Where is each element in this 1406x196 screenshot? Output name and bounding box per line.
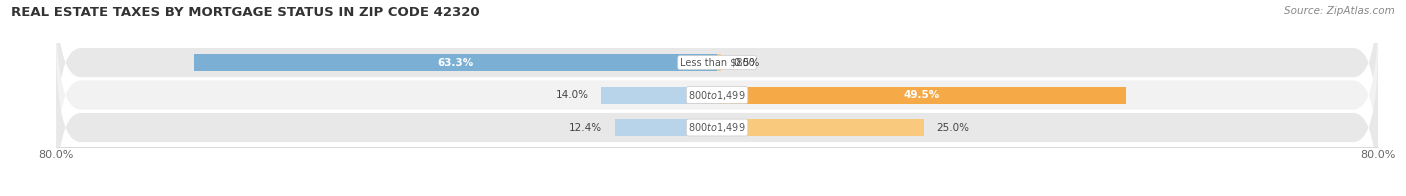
Text: 49.5%: 49.5%: [904, 90, 939, 100]
Text: 12.4%: 12.4%: [569, 122, 602, 132]
FancyBboxPatch shape: [56, 45, 1378, 196]
Text: $800 to $1,499: $800 to $1,499: [689, 89, 745, 102]
Text: Less than $800: Less than $800: [679, 58, 755, 68]
Bar: [717, 54, 721, 71]
Text: 14.0%: 14.0%: [555, 90, 589, 100]
Text: REAL ESTATE TAXES BY MORTGAGE STATUS IN ZIP CODE 42320: REAL ESTATE TAXES BY MORTGAGE STATUS IN …: [11, 6, 479, 19]
Text: 25.0%: 25.0%: [936, 122, 969, 132]
Text: 63.3%: 63.3%: [437, 58, 474, 68]
Bar: [717, 87, 1126, 103]
Text: $800 to $1,499: $800 to $1,499: [689, 121, 745, 134]
Bar: [717, 119, 924, 136]
Bar: [602, 87, 717, 103]
Text: Source: ZipAtlas.com: Source: ZipAtlas.com: [1284, 6, 1395, 16]
Bar: [614, 119, 717, 136]
Text: 0.5%: 0.5%: [734, 58, 761, 68]
FancyBboxPatch shape: [56, 0, 1378, 145]
FancyBboxPatch shape: [56, 12, 1378, 178]
Bar: [194, 54, 717, 71]
